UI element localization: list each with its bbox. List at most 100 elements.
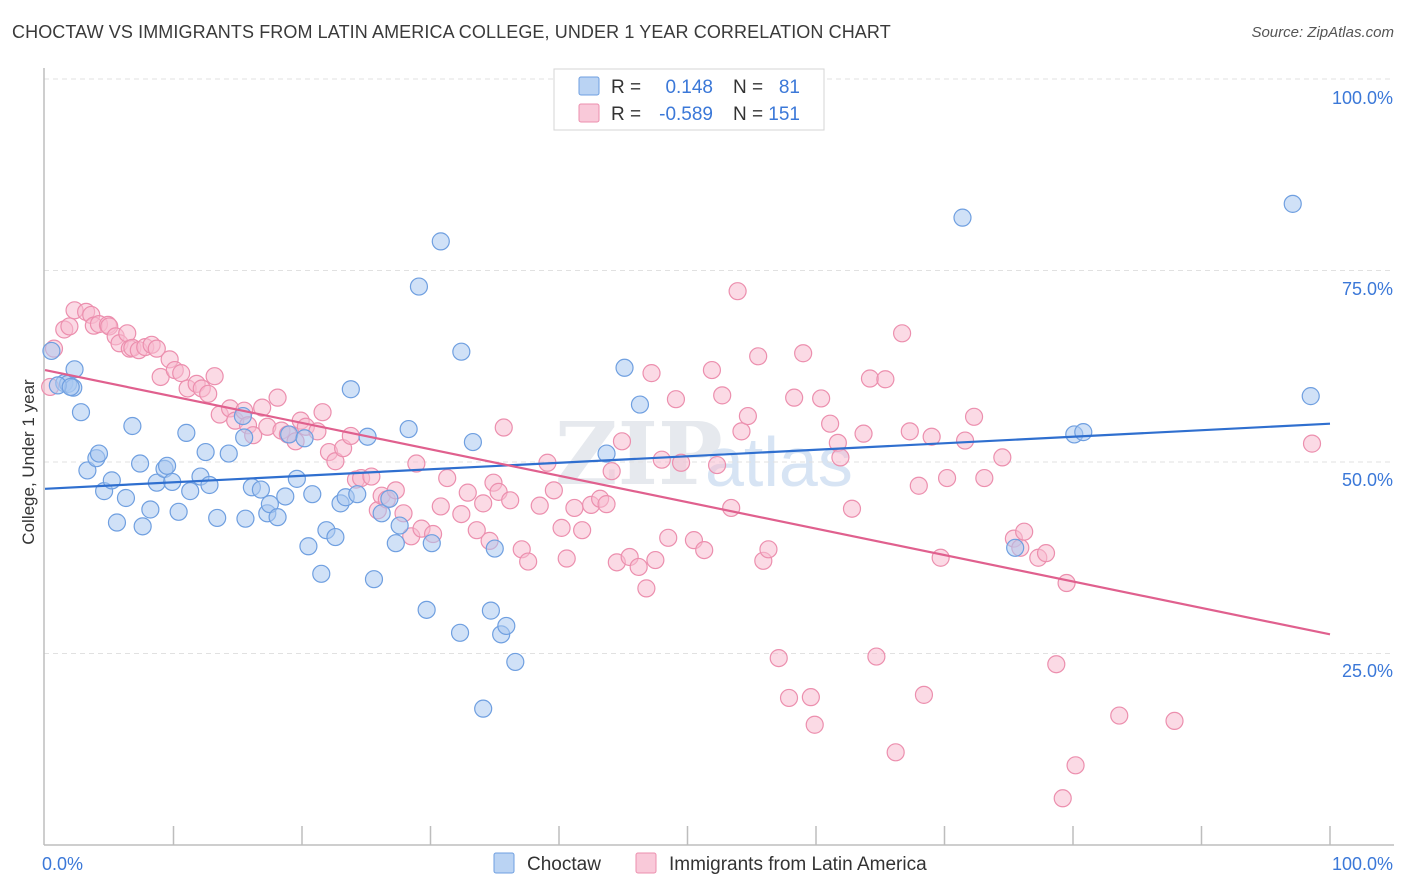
choctaw-point-6 (78, 461, 97, 480)
latin-point-80 (573, 521, 592, 540)
latin-point-118 (842, 499, 862, 518)
choctaw-point-78 (1301, 387, 1320, 406)
bottom-legend-choctaw: Choctaw (527, 854, 601, 875)
choctaw-point-61 (450, 623, 470, 642)
choctaw-point-37 (276, 487, 295, 506)
legend-r-label-1: R = (611, 77, 641, 98)
latin-point-19 (147, 339, 166, 358)
latin-point-141 (1053, 789, 1072, 808)
choctaw-point-26 (200, 475, 219, 495)
choctaw-point-19 (157, 456, 177, 475)
choctaw-point-45 (326, 527, 345, 547)
choctaw-point-42 (303, 485, 322, 504)
legend-n-label-2: N = (733, 104, 763, 125)
choctaw-point-80 (61, 377, 80, 397)
latin-point-99 (707, 455, 727, 475)
latin-point-88 (629, 557, 648, 577)
latin-point-114 (812, 389, 831, 408)
choctaw-point-64 (474, 699, 493, 718)
latin-point-83 (597, 495, 616, 514)
bottom-legend-swatch-latin (635, 852, 657, 874)
latin-point-124 (892, 324, 912, 343)
choctaw-point-74 (1006, 538, 1025, 557)
latin-point-65 (467, 521, 486, 540)
choctaw-point-36 (268, 508, 287, 527)
choctaw-point-5 (71, 403, 91, 422)
latin-point-142 (1057, 573, 1076, 593)
latin-point-109 (779, 688, 799, 708)
latin-point-108 (769, 648, 788, 668)
latin-point-93 (659, 528, 678, 547)
latin-point-134 (993, 448, 1012, 467)
latin-point-28 (205, 367, 224, 386)
choctaw-point-25 (196, 442, 215, 462)
legend-r-value-2: -0.589 (659, 104, 713, 125)
choctaw-point-70 (597, 444, 616, 463)
chart-title: CHOCTAW VS IMMIGRANTS FROM LATIN AMERICA… (12, 22, 891, 42)
latin-point-123 (886, 743, 905, 762)
legend-r-label-2: R = (611, 104, 641, 125)
choctaw-point-55 (390, 516, 409, 535)
latin-trend-line (44, 369, 1331, 636)
y-tick-label-100: 100.0% (1332, 88, 1393, 108)
series-latin-points (41, 282, 1322, 808)
latin-point-146 (1302, 434, 1322, 453)
latin-point-61 (431, 497, 450, 516)
latin-point-126 (909, 476, 928, 495)
latin-point-94 (666, 390, 686, 409)
legend-n-value-1: 81 (779, 77, 800, 98)
choctaw-point-76 (1074, 423, 1093, 442)
latin-point-91 (646, 550, 665, 570)
latin-point-86 (612, 432, 632, 451)
choctaw-trend-line (44, 422, 1331, 490)
legend-swatch-choctaw (578, 76, 600, 96)
series-choctaw-points (42, 194, 1320, 718)
choctaw-point-43 (312, 564, 331, 583)
latin-point-128 (922, 427, 941, 446)
bottom-legend-latin: Immigrants from Latin America (669, 854, 927, 875)
latin-point-107 (759, 540, 778, 559)
choctaw-point-12 (116, 488, 136, 508)
latin-point-131 (955, 431, 975, 450)
latin-point-145 (1165, 711, 1184, 731)
choctaw-point-73 (953, 208, 972, 227)
latin-point-35 (253, 398, 272, 417)
latin-point-98 (702, 360, 722, 380)
choctaw-point-41 (299, 537, 318, 556)
latin-point-95 (671, 453, 691, 472)
choctaw-point-22 (177, 423, 196, 442)
y-tick-label-25: 25.0% (1342, 661, 1393, 681)
latin-point-92 (652, 450, 671, 469)
choctaw-point-60 (431, 232, 450, 251)
choctaw-point-56 (399, 419, 418, 439)
latin-point-71 (501, 491, 520, 510)
latin-point-66 (474, 494, 493, 513)
choctaw-point-51 (364, 570, 384, 589)
latin-point-115 (821, 414, 840, 433)
choctaw-point-57 (409, 277, 429, 296)
latin-point-73 (519, 552, 538, 571)
latin-point-58 (407, 454, 426, 473)
choctaw-point-48 (341, 380, 360, 399)
latin-point-78 (557, 549, 576, 568)
latin-point-122 (876, 370, 895, 389)
latin-point-63 (452, 504, 471, 524)
x-ticks (172, 826, 1331, 845)
latin-point-100 (713, 386, 732, 405)
latin-point-51 (362, 467, 381, 486)
latin-point-121 (867, 647, 886, 666)
legend-n-value-2: 151 (768, 104, 800, 125)
choctaw-point-15 (133, 517, 152, 536)
legend-box: R = 0.148 N = 81 R = -0.589 N = 151 (553, 68, 825, 131)
y-tick-label-50: 50.0% (1342, 470, 1393, 490)
legend-r-value-1: 0.148 (665, 77, 713, 98)
latin-point-105 (749, 347, 768, 366)
latin-point-89 (637, 579, 656, 598)
choctaw-point-62 (452, 342, 471, 361)
latin-point-79 (565, 498, 584, 518)
latin-point-112 (801, 688, 820, 707)
latin-point-130 (937, 468, 957, 488)
latin-point-3 (60, 317, 79, 336)
latin-point-62 (438, 468, 457, 488)
latin-point-70 (494, 418, 513, 437)
